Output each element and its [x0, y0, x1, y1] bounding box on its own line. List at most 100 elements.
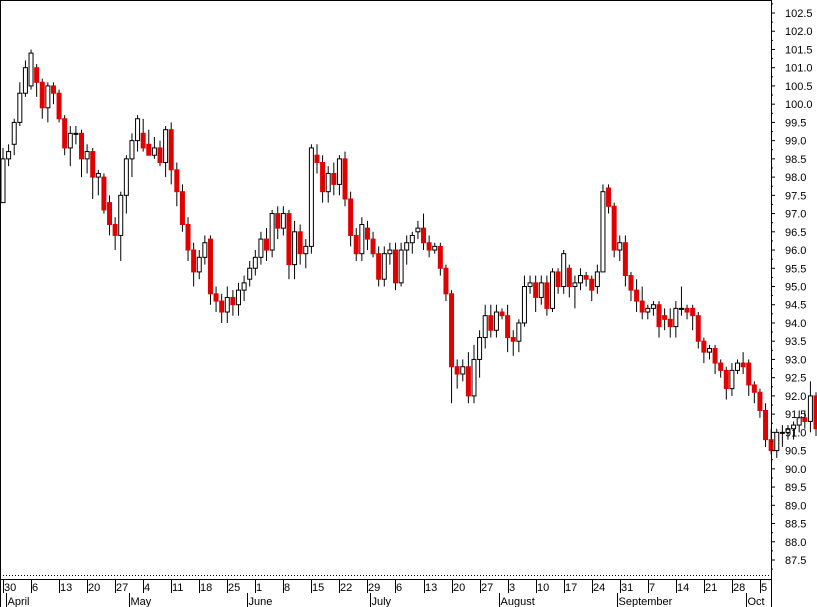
candle-body-up: [247, 267, 253, 280]
candle: [163, 126, 169, 178]
y-tick-label: 100.0: [785, 99, 813, 111]
candle: [224, 286, 230, 323]
plot-frame: [0, 0, 772, 607]
candle: [449, 290, 455, 404]
y-tick-label: 92.0: [785, 391, 806, 403]
candle: [432, 242, 438, 254]
candle: [421, 213, 427, 251]
candle: [785, 425, 791, 440]
candle: [706, 344, 712, 360]
candle: [650, 301, 656, 316]
candle-body-down: [219, 300, 225, 313]
candle: [185, 217, 191, 261]
candle: [521, 275, 527, 327]
candle: [746, 359, 752, 396]
x-day-label: 13: [425, 582, 437, 594]
candle-body-up: [521, 286, 527, 324]
candle-body-up: [381, 253, 387, 280]
candle: [381, 246, 387, 287]
x-day-label: 24: [593, 582, 605, 594]
x-day-label: 28: [733, 582, 745, 594]
candle: [594, 264, 600, 294]
candle-body-up: [807, 395, 813, 422]
candle: [90, 147, 96, 199]
candle-body-down: [207, 238, 213, 295]
candle: [578, 268, 584, 291]
candle: [561, 250, 567, 294]
y-tick-label: 91.5: [785, 409, 806, 421]
candle-body-up: [269, 213, 275, 251]
candle: [230, 290, 236, 316]
candle: [437, 242, 443, 276]
y-tick-label: 96.5: [785, 227, 806, 239]
candle: [303, 239, 309, 269]
candle-body-down: [505, 315, 511, 339]
x-month-label: Oct: [748, 596, 765, 607]
candle-body-up: [95, 172, 101, 178]
x-day-label: 18: [200, 582, 212, 594]
candle: [398, 242, 404, 287]
candle-body-down: [763, 409, 769, 441]
candle-body-down: [611, 205, 617, 251]
candle-body-up: [785, 428, 791, 433]
candle: [639, 286, 645, 320]
candle: [527, 275, 533, 294]
candle-body-up: [774, 431, 780, 452]
candle-body-up: [308, 147, 314, 247]
candle-body-down: [555, 271, 561, 287]
x-day-label: 14: [677, 582, 689, 594]
candle-body-up: [398, 249, 404, 284]
candle: [415, 220, 421, 240]
candle: [45, 82, 51, 123]
candle: [678, 286, 684, 316]
x-day-label: 6: [396, 582, 402, 594]
x-month-label: May: [131, 596, 152, 607]
candle-body-up: [118, 194, 124, 236]
candle-body-down: [454, 366, 460, 375]
candle-body-up: [280, 213, 286, 229]
candle: [320, 155, 326, 203]
candle: [247, 260, 253, 287]
candle: [510, 330, 516, 356]
candle: [157, 140, 163, 167]
candle-body-up: [73, 132, 79, 135]
candle-body-up: [673, 307, 679, 328]
y-tick-label: 89.5: [785, 482, 806, 494]
candle: [101, 173, 107, 214]
candle: [645, 304, 651, 320]
candle: [292, 220, 298, 280]
candle: [471, 344, 477, 404]
y-tick-label: 93.5: [785, 336, 806, 348]
candle-body-down: [499, 311, 505, 317]
candle: [779, 425, 785, 447]
candle: [264, 228, 270, 261]
candle-body-down: [264, 238, 270, 251]
candle-body-down: [376, 253, 382, 280]
x-day-label: 30: [4, 582, 16, 594]
candle: [723, 366, 729, 400]
candle-body-down: [634, 289, 640, 302]
candle-body-down: [320, 162, 326, 193]
y-tick-label: 88.0: [785, 537, 806, 549]
candle-body-down: [465, 366, 471, 397]
candle: [813, 392, 817, 437]
candle: [751, 381, 757, 404]
candle: [729, 363, 735, 396]
candle: [566, 264, 572, 298]
candle: [146, 129, 152, 156]
candle: [712, 344, 718, 375]
candle: [589, 275, 595, 302]
candle: [392, 242, 398, 291]
candle: [735, 359, 741, 375]
x-day-label: 21: [705, 582, 717, 594]
candle: [796, 410, 802, 433]
candle-body-down: [684, 307, 690, 313]
candle-body-up: [0, 158, 6, 204]
candle-body-down: [34, 67, 40, 83]
candle: [112, 217, 118, 251]
candle-body-up: [336, 158, 342, 185]
candle: [34, 64, 40, 97]
candle-body-down: [39, 81, 45, 109]
candle-body-up: [258, 238, 264, 258]
